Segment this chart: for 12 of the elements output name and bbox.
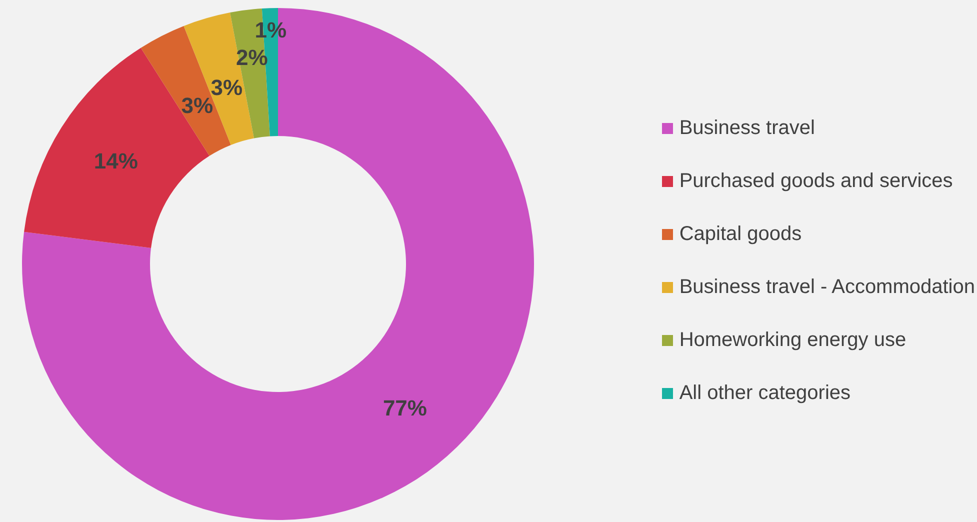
donut-slice [22,8,534,520]
data-label: 1% [254,18,287,43]
legend-label: Capital goods [679,223,802,246]
data-label: 3% [210,74,243,100]
data-label: 14% [94,148,138,174]
legend-label: Business travel - Accommodation [679,276,975,299]
legend-label: All other categories [679,382,851,405]
legend-label: Homeworking energy use [679,329,906,352]
data-label: 77% [382,396,427,421]
legend-label: Business travel [679,117,815,140]
legend-label: Purchased goods and services [679,170,953,193]
data-label: 3% [181,92,214,118]
